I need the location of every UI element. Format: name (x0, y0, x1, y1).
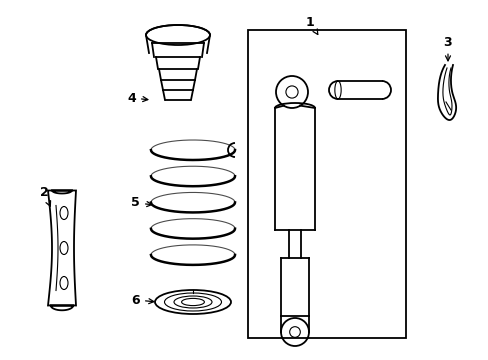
Text: 6: 6 (131, 293, 154, 306)
Bar (247, 30, 405, 338)
Text: 2: 2 (40, 185, 50, 206)
Text: 5: 5 (131, 197, 152, 210)
Text: 4: 4 (127, 91, 147, 104)
Text: 3: 3 (443, 36, 451, 61)
Text: 1: 1 (305, 15, 317, 35)
